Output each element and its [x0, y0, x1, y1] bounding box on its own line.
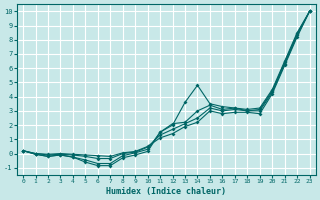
X-axis label: Humidex (Indice chaleur): Humidex (Indice chaleur) [106, 187, 226, 196]
